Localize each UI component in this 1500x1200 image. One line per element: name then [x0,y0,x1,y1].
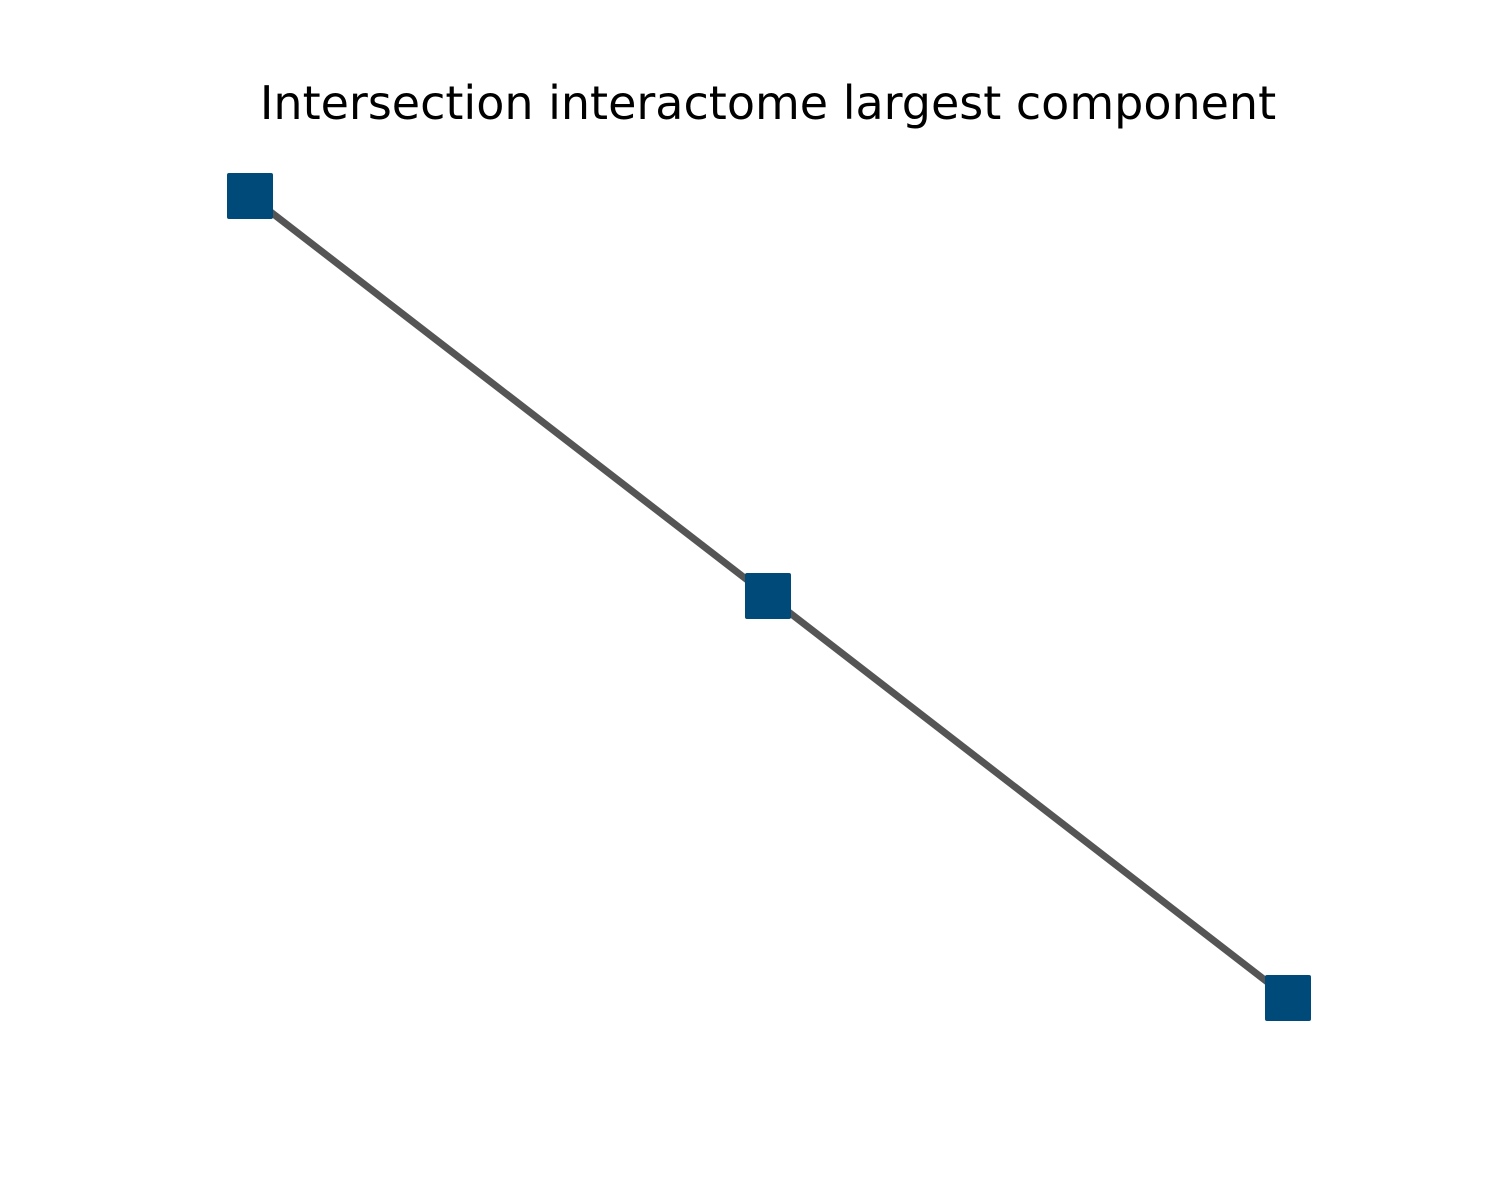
network-node-2 [745,573,791,619]
edges-layer [247,193,1291,1001]
nodes-layer [227,173,1311,1021]
network-edge-2 [765,593,1291,1001]
network-node-1 [227,173,273,219]
chart-title: Intersection interactome largest compone… [260,76,1276,130]
network-edge-1 [247,193,771,599]
network-node-3 [1265,975,1311,1021]
